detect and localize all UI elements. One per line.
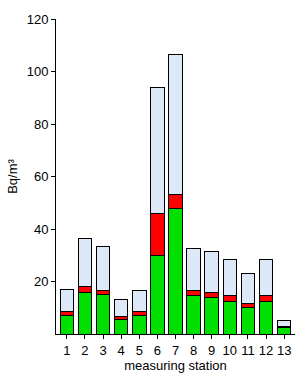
svg-text:7: 7 <box>172 343 179 358</box>
svg-text:12: 12 <box>259 343 273 358</box>
svg-text:20: 20 <box>34 274 48 289</box>
svg-text:9: 9 <box>208 343 215 358</box>
svg-text:4: 4 <box>118 343 125 358</box>
svg-text:Bq/m³: Bq/m³ <box>5 158 20 193</box>
svg-text:3: 3 <box>99 343 106 358</box>
svg-text:120: 120 <box>27 12 49 27</box>
svg-text:2: 2 <box>81 343 88 358</box>
svg-text:measuring station: measuring station <box>124 358 227 373</box>
svg-text:80: 80 <box>34 117 48 132</box>
svg-text:60: 60 <box>34 169 48 184</box>
svg-text:100: 100 <box>27 64 49 79</box>
svg-text:5: 5 <box>136 343 143 358</box>
svg-text:11: 11 <box>241 343 255 358</box>
svg-text:8: 8 <box>190 343 197 358</box>
svg-text:6: 6 <box>154 343 161 358</box>
svg-text:10: 10 <box>223 343 237 358</box>
svg-text:1: 1 <box>63 343 70 358</box>
svg-text:13: 13 <box>277 343 291 358</box>
svg-text:40: 40 <box>34 222 48 237</box>
